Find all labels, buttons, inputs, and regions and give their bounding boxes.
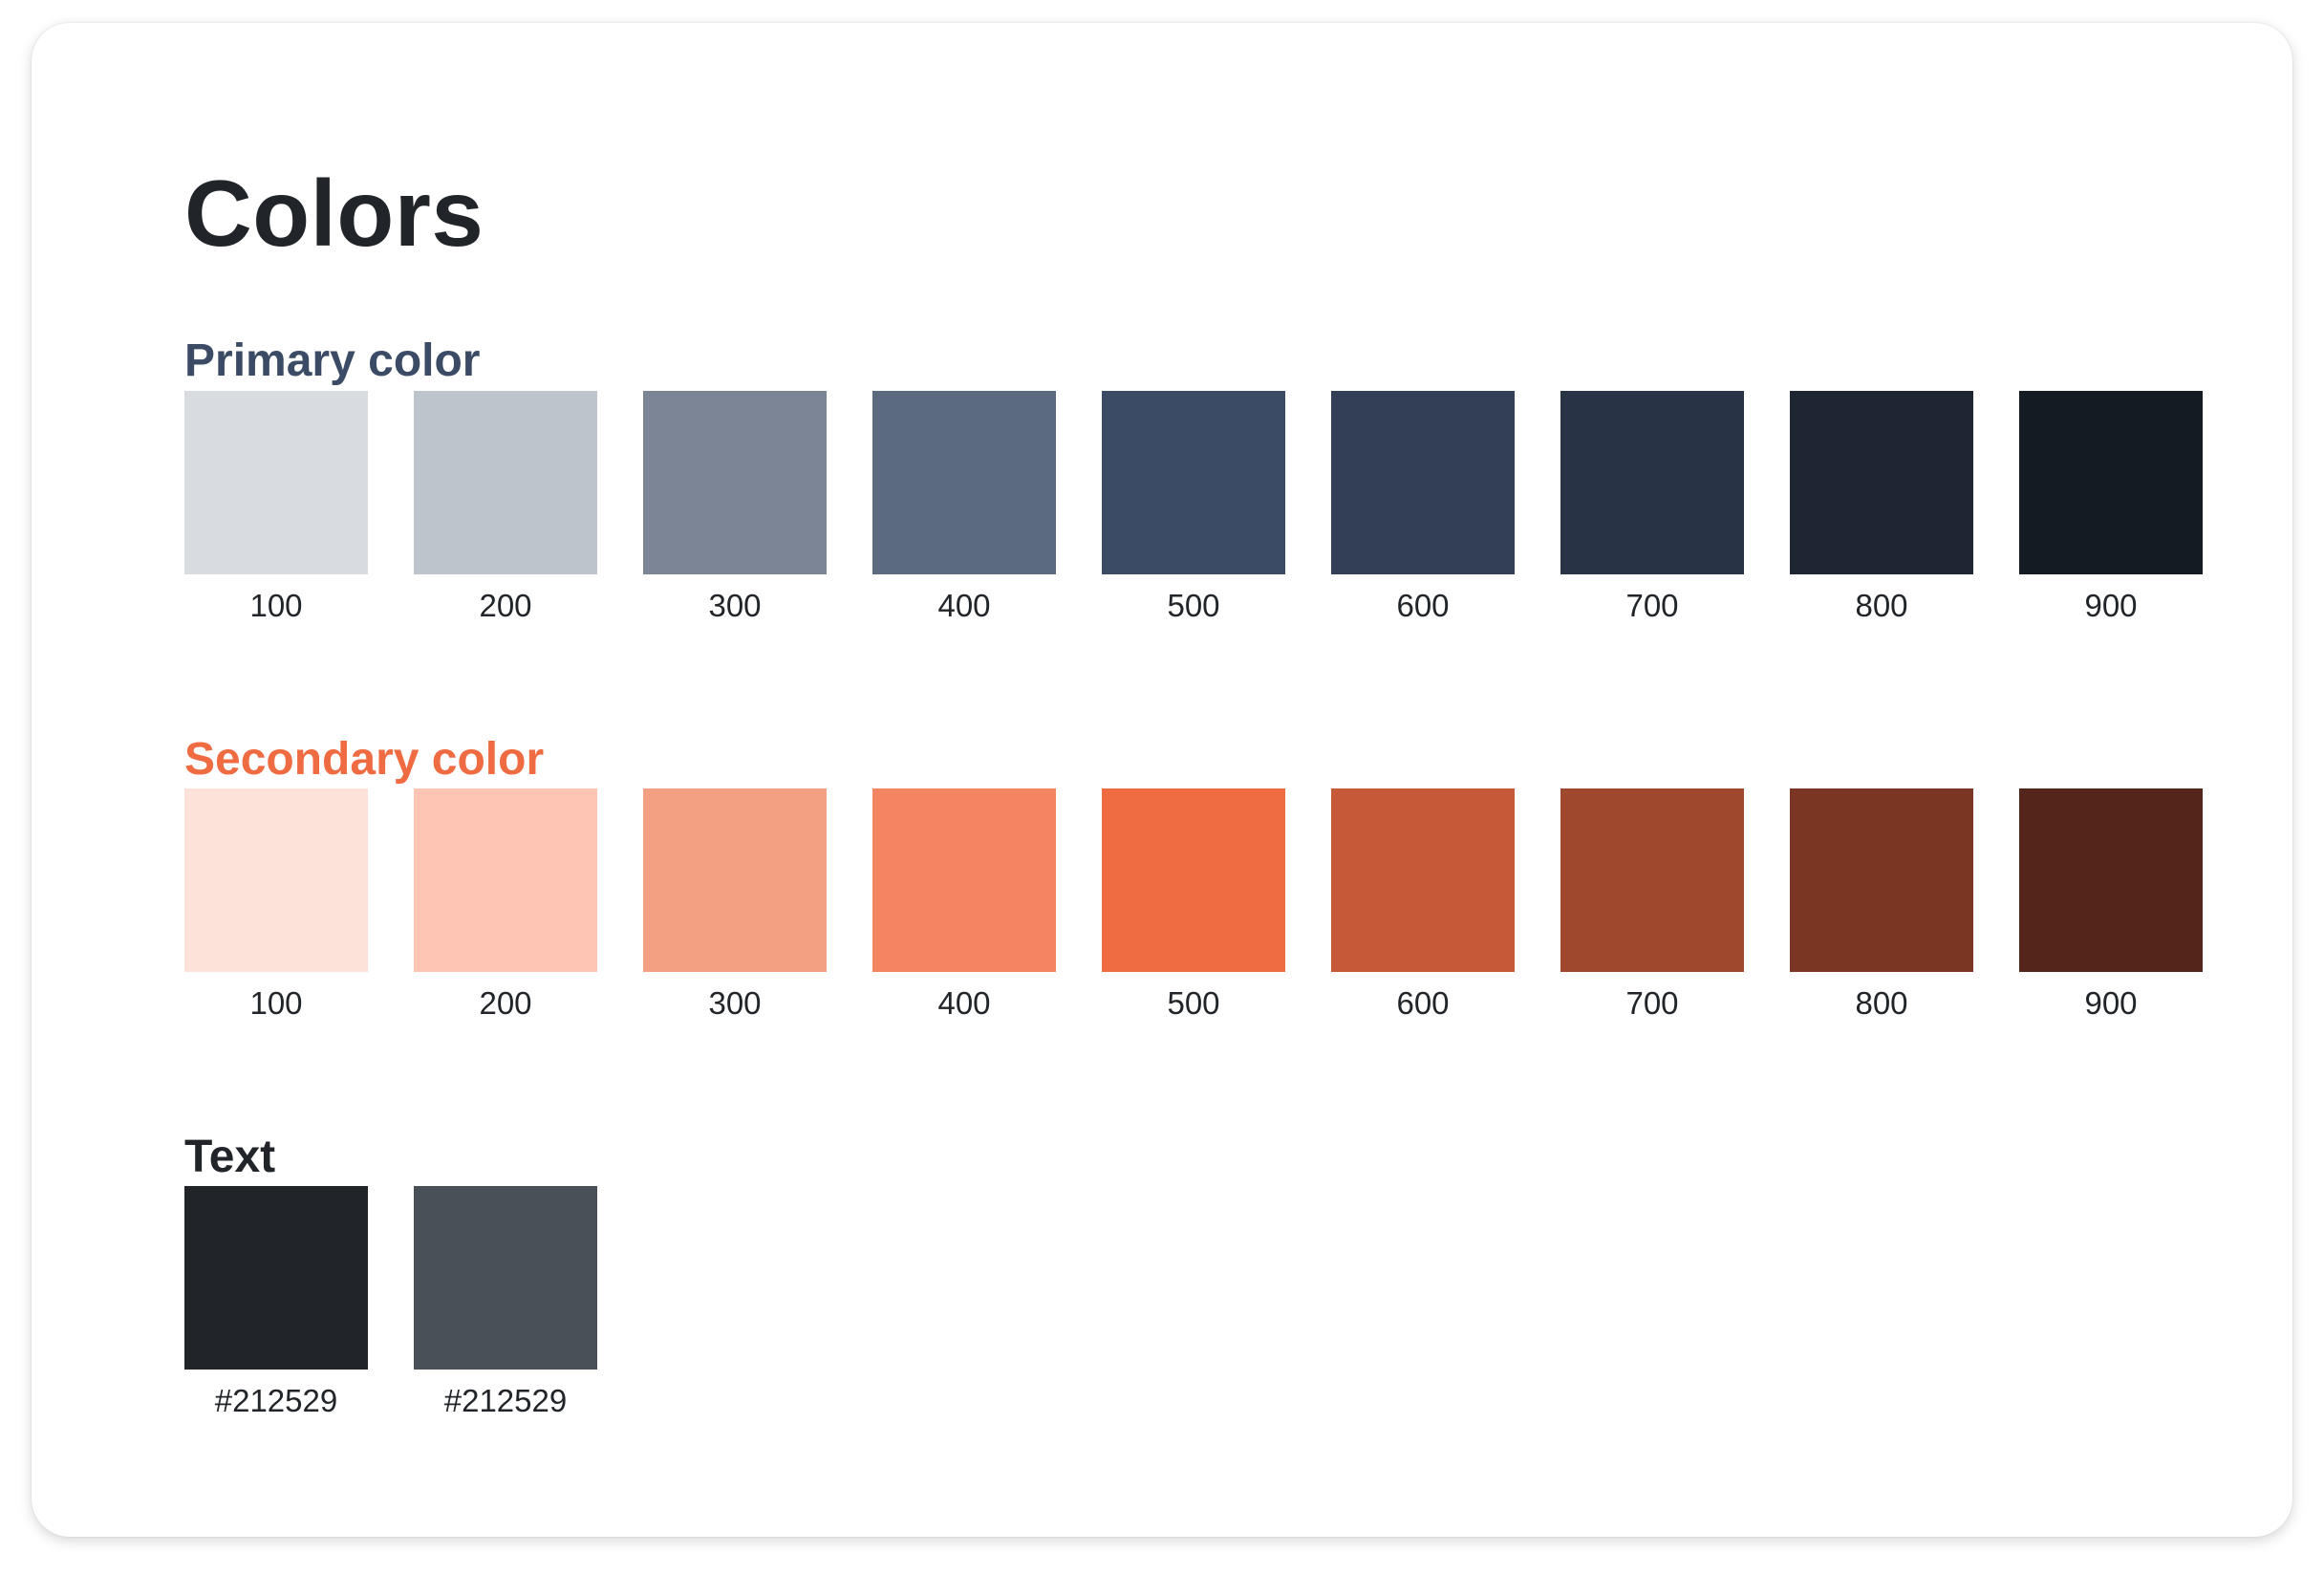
primary-color-swatch [872,391,1056,574]
primary-color-swatch [2019,391,2203,574]
primary-swatch-label: 300 [708,588,762,623]
secondary-color-swatch [1790,788,1973,972]
primary-swatch-item: 500 [1102,391,1285,624]
primary-swatch-item: 400 [872,391,1056,624]
text-swatch-label: #212529 [214,1383,338,1418]
secondary-swatch-label: 700 [1625,985,1679,1021]
text-color-swatch [184,1186,368,1370]
primary-swatch-label: 100 [249,588,303,623]
secondary-color-swatch [184,788,368,972]
secondary-swatch-label: 500 [1167,985,1220,1021]
primary-color-swatch [414,391,597,574]
text-color-swatch [414,1186,597,1370]
primary-swatch-item: 200 [414,391,597,624]
primary-color-swatch [1102,391,1285,574]
text-swatch-item: #212529 [184,1186,368,1419]
secondary-color-swatch [414,788,597,972]
primary-swatch-label: 200 [479,588,532,623]
secondary-swatch-label: 200 [479,985,532,1021]
text-swatch-item: #212529 [414,1186,597,1419]
secondary-swatch-item: 600 [1331,788,1515,1022]
secondary-swatch-item: 200 [414,788,597,1022]
primary-swatch-item: 600 [1331,391,1515,624]
secondary-color-swatch [872,788,1056,972]
primary-color-swatch [184,391,368,574]
secondary-swatch-item: 800 [1790,788,1973,1022]
secondary-swatch-item: 300 [643,788,827,1022]
primary-swatch-item: 700 [1560,391,1744,624]
primary-swatch-item: 800 [1790,391,1973,624]
primary-color-swatch [1790,391,1973,574]
secondary-color-swatch [1560,788,1744,972]
primary-color-swatch [1560,391,1744,574]
text-color-title: Text [184,1132,276,1182]
text-swatch-row: #212529 #212529 [184,1186,597,1419]
secondary-swatch-label: 600 [1396,985,1450,1021]
secondary-swatch-label: 900 [2084,985,2138,1021]
primary-color-swatch [1331,391,1515,574]
secondary-color-title: Secondary color [184,734,545,785]
primary-swatch-item: 900 [2019,391,2203,624]
secondary-swatch-item: 500 [1102,788,1285,1022]
secondary-swatch-item: 900 [2019,788,2203,1022]
primary-swatch-label: 500 [1167,588,1220,623]
secondary-color-swatch [2019,788,2203,972]
secondary-swatch-label: 100 [249,985,303,1021]
primary-swatch-label: 600 [1396,588,1450,623]
primary-color-title: Primary color [184,335,481,386]
page-title: Colors [184,161,484,266]
secondary-swatch-row: 100 200 300 400 500 600 700 800 900 [184,788,2203,1022]
primary-swatch-row: 100 200 300 400 500 600 700 800 900 [184,391,2203,624]
secondary-swatch-label: 300 [708,985,762,1021]
colors-card: Colors Primary color 100 200 300 400 500 600 7… [32,23,2292,1537]
secondary-color-swatch [1102,788,1285,972]
primary-swatch-label: 400 [937,588,991,623]
primary-swatch-item: 300 [643,391,827,624]
secondary-swatch-label: 800 [1855,985,1908,1021]
primary-swatch-label: 700 [1625,588,1679,623]
secondary-color-swatch [643,788,827,972]
secondary-swatch-item: 700 [1560,788,1744,1022]
text-swatch-label: #212529 [443,1383,568,1418]
primary-swatch-item: 100 [184,391,368,624]
secondary-swatch-item: 400 [872,788,1056,1022]
primary-swatch-label: 900 [2084,588,2138,623]
secondary-color-swatch [1331,788,1515,972]
primary-swatch-label: 800 [1855,588,1908,623]
primary-color-swatch [643,391,827,574]
secondary-swatch-item: 100 [184,788,368,1022]
secondary-swatch-label: 400 [937,985,991,1021]
